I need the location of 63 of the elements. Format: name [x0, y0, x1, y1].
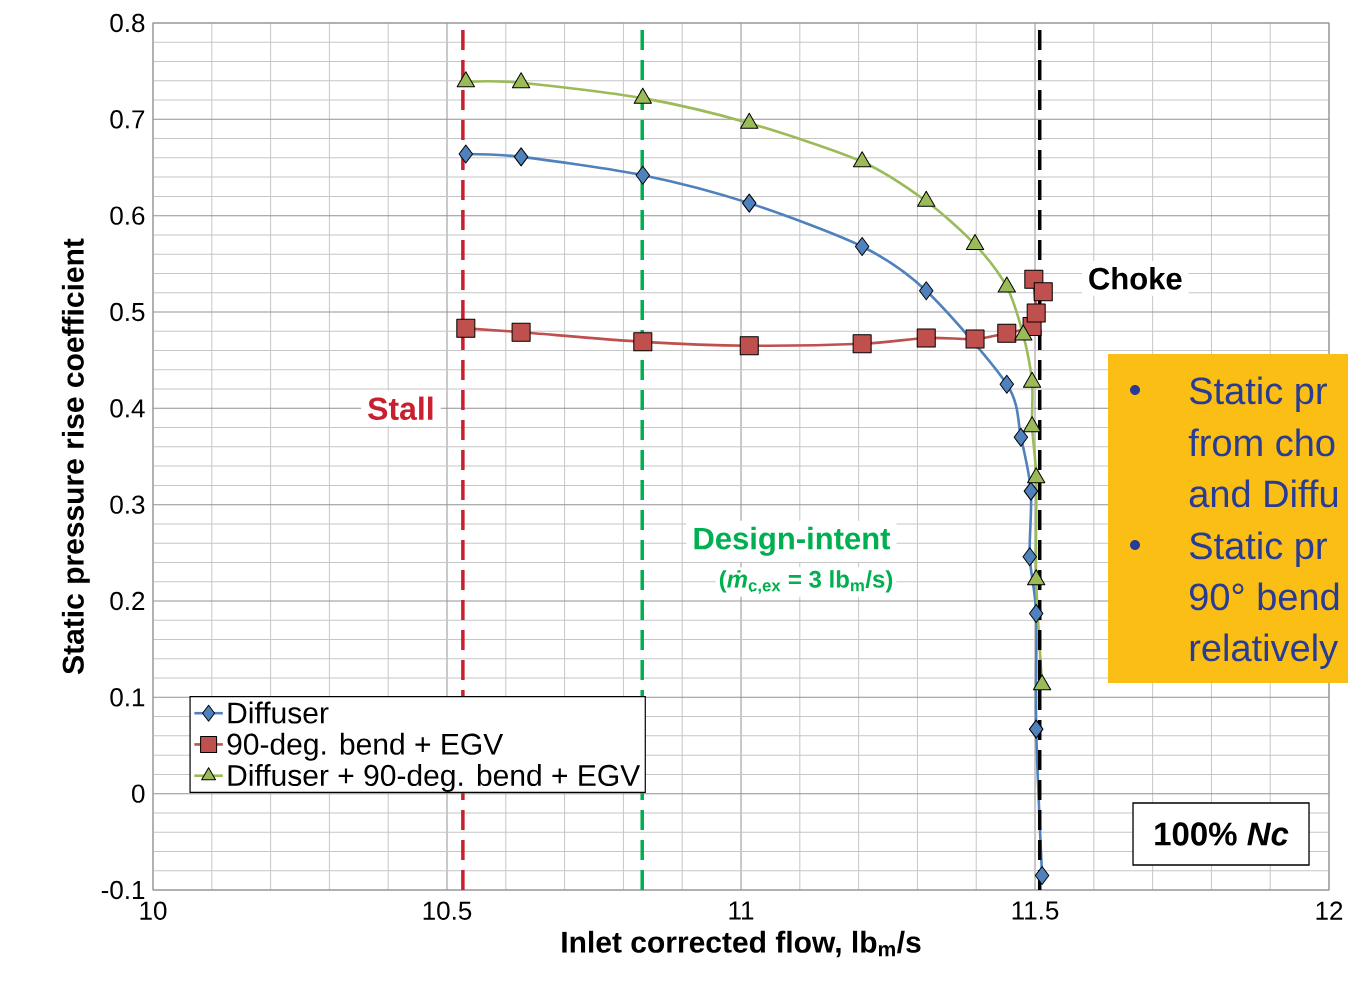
- point: [511, 322, 531, 342]
- y-tick-label: 0.4: [110, 399, 145, 418]
- point: [852, 334, 872, 354]
- y-tick-label: 0: [132, 784, 145, 803]
- point: [997, 323, 1017, 343]
- point: [1028, 719, 1044, 739]
- point: [456, 318, 476, 338]
- legend-label: 90-deg. bend + EGV: [227, 732, 504, 761]
- annotation: 100% Nc: [1155, 822, 1289, 846]
- point: [458, 144, 474, 164]
- x-tick-label: 11.5: [1012, 901, 1059, 920]
- y-tick-label: 0.8: [110, 13, 145, 33]
- point: [635, 165, 651, 185]
- annotation: Static pr: [1189, 376, 1327, 412]
- y-axis-title: Static pressure rise coefficient: [61, 238, 90, 675]
- y-tick-label: 0.6: [110, 206, 145, 225]
- y-tick-label: 0.1: [110, 688, 145, 707]
- point: [1013, 427, 1029, 447]
- ref-line-label: Stall: [368, 396, 433, 421]
- point: [997, 276, 1016, 293]
- point: [1026, 303, 1046, 323]
- point: [1028, 604, 1044, 624]
- point: [511, 72, 531, 89]
- y-tick-label: -0.1: [101, 880, 145, 900]
- point: [739, 336, 759, 356]
- point: [741, 193, 757, 213]
- annotation: 90° bend: [1190, 582, 1339, 611]
- y-tick-label: 0.3: [110, 495, 145, 514]
- point: [633, 332, 653, 352]
- point: [918, 281, 934, 301]
- annotation: relatively: [1190, 633, 1339, 669]
- point: [854, 236, 870, 256]
- point: [965, 234, 985, 251]
- x-tick-label: 11: [729, 901, 754, 920]
- annotation: and Diffu: [1189, 479, 1338, 508]
- x-tick-label: 10.5: [423, 901, 472, 920]
- point: [1023, 481, 1039, 501]
- point: [740, 112, 759, 129]
- x-axis-title: Inlet corrected flow, lb$_{m}$/s: [562, 930, 921, 958]
- point: [916, 328, 936, 348]
- point: [633, 87, 652, 104]
- y-tick-label: 0.2: [110, 591, 145, 611]
- annotation: Static pr: [1189, 531, 1327, 567]
- legend-label: Diffuser + 90-deg. bend + EGV: [228, 764, 641, 793]
- point: [965, 329, 985, 349]
- ref-line-label: Design-intent: [694, 526, 891, 556]
- point: [1033, 282, 1053, 302]
- point: [1034, 866, 1050, 886]
- point: [1022, 416, 1042, 433]
- x-tick-label: 10: [140, 901, 167, 920]
- point: [999, 374, 1015, 394]
- point: [513, 147, 529, 167]
- annotation: from cho: [1188, 428, 1335, 457]
- point: [917, 190, 936, 207]
- point: [456, 71, 475, 88]
- x-tick-label: 12: [1316, 901, 1343, 920]
- ref-line-label: Choke: [1089, 266, 1182, 290]
- point: [1022, 547, 1037, 567]
- legend-label: Diffuser: [228, 701, 329, 724]
- y-tick-label: 0.7: [110, 110, 145, 129]
- point: [852, 151, 872, 168]
- annotation: (ṁ$_{c,ex}$ = 3 lb$_{m}$/s): [719, 570, 893, 594]
- y-tick-label: 0.5: [110, 302, 145, 322]
